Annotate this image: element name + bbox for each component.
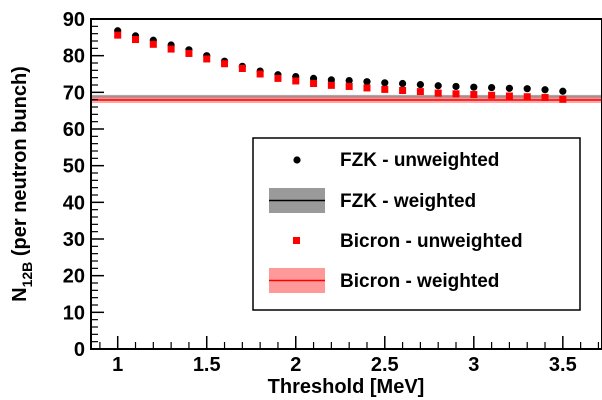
data-point-0-16 [398,79,407,88]
weighted-bands [91,94,602,103]
data-point-0-14 [363,78,371,86]
legend-label-fzk-weighted: FZK - weighted [340,191,476,212]
plot-frame [90,18,602,350]
data-point-1-25 [559,95,567,103]
axes: 0 10 20 30 40 50 60 70 80 90 1 1.5 2 2.5 3 3.5 [63,9,600,376]
data-point-0-12 [327,76,335,84]
data-point-1-10 [292,77,300,85]
y-tick-label-9: 90 [63,9,85,31]
legend-marker-bicron-unweighted [293,237,300,244]
data-point-0-21 [488,83,496,92]
data-point-0-24 [541,86,549,94]
x-tick-label-4: 3 [468,354,479,376]
data-point-0-25 [559,87,567,95]
data-point-0-20 [470,83,478,91]
data-point-1-8 [256,70,264,78]
legend-label-bicron-unweighted: Bicron - unweighted [340,231,523,252]
y-tick-label-1: 10 [63,302,85,324]
y-tick-label-5: 50 [63,156,85,178]
data-point-1-2 [149,40,157,48]
data-point-0-22 [505,84,514,92]
data-point-1-20 [470,91,478,99]
data-point-0-19 [452,82,460,91]
data-point-1-9 [274,74,282,82]
data-point-0-15 [381,79,389,87]
data-point-0-13 [345,77,353,85]
data-point-1-18 [434,89,442,97]
x-axis-title: Threshold [MeV] [268,376,425,398]
data-point-1-4 [185,49,193,57]
legend-marker-fzk-unweighted [293,156,301,164]
x-tick-label-2: 2 [290,354,301,376]
y-tick-label-6: 60 [63,119,85,141]
y-tick-label-2: 20 [63,266,85,288]
data-point-1-1 [132,36,140,44]
data-point-1-17 [416,88,424,96]
data-point-1-24 [541,93,549,101]
y-tick-label-3: 30 [63,229,85,251]
data-point-1-19 [452,90,460,98]
data-point-1-5 [203,55,211,63]
data-point-1-14 [363,84,371,92]
y-tick-label-8: 80 [63,46,85,68]
x-tick-label-1: 1.5 [193,354,221,376]
x-tick-label-5: 3.5 [549,354,577,376]
data-point-0-17 [416,81,424,89]
data-point-1-3 [167,45,175,53]
data-point-1-12 [327,81,335,89]
data-point-0-23 [523,85,531,93]
data-point-1-7 [238,65,246,72]
data-point-1-15 [381,85,389,93]
legend-label-fzk-unweighted: FZK - unweighted [340,150,499,171]
data-point-1-23 [523,93,531,101]
data-point-1-21 [488,91,496,99]
data-point-0-18 [434,82,442,90]
data-point-1-16 [399,87,407,94]
y-tick-label-4: 40 [63,192,85,214]
y-tick-label-0: 0 [74,339,85,361]
x-tick-label-0: 1 [112,354,123,376]
data-point-1-22 [505,92,513,100]
x-tick-label-3: 2.5 [371,354,399,376]
data-point-1-11 [310,80,318,88]
legend-label-bicron-weighted: Bicron - weighted [340,271,499,292]
data-point-1-13 [345,82,353,90]
data-points [114,27,567,103]
data-point-1-0 [114,31,122,39]
y-axis-title: N12B (per neutron bunch) [9,66,35,302]
data-point-1-6 [221,60,229,68]
y-tick-label-7: 70 [63,82,85,104]
legend: FZK - unweighted FZK - weighted Bicron -… [252,137,581,311]
